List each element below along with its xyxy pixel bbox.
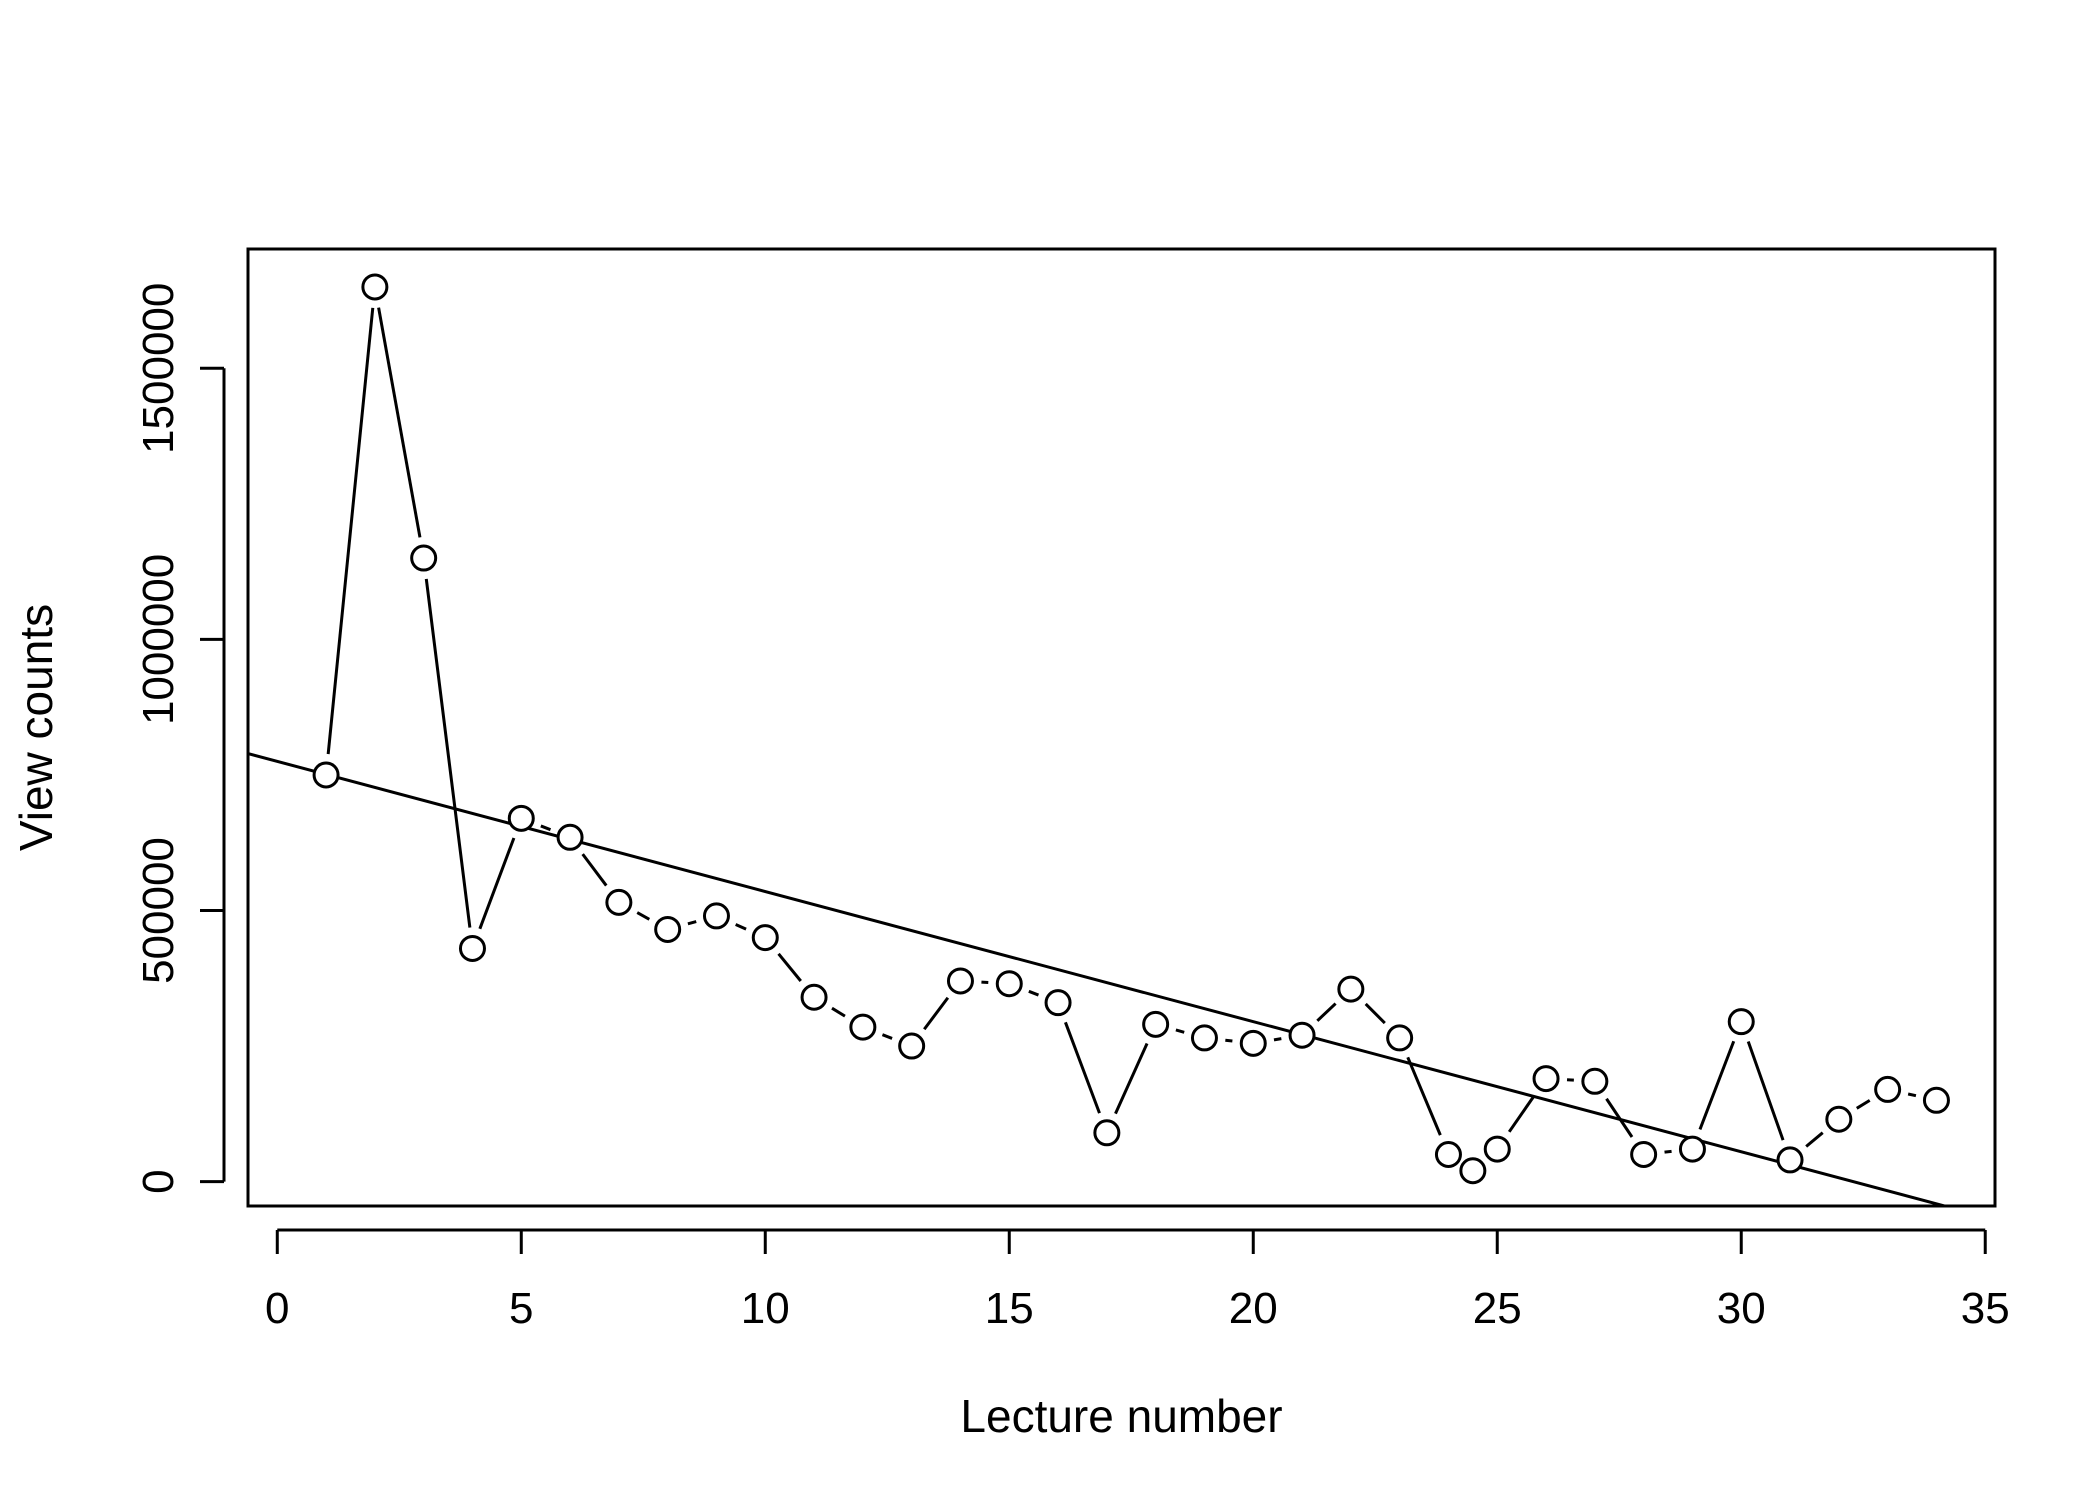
line-segment: [1028, 989, 1040, 997]
data-point: [1093, 1119, 1121, 1147]
line-segment: [636, 911, 651, 921]
data-point: [800, 983, 828, 1011]
data-point: [751, 924, 779, 952]
line-segment: [735, 923, 747, 931]
line-segment: [478, 837, 516, 930]
line-segment: [1664, 1149, 1672, 1154]
line-segment: [581, 853, 608, 887]
data-point: [898, 1032, 926, 1060]
data-point: [458, 934, 486, 962]
data-point: [1727, 1008, 1755, 1036]
y-tick-label: 500000: [134, 837, 183, 984]
line-segment: [1175, 1028, 1185, 1034]
data-point: [1459, 1157, 1487, 1185]
data-point: [1874, 1075, 1902, 1103]
data-point: [1483, 1135, 1511, 1163]
x-axis: 0 5 10 15 20 25 30 35: [265, 1228, 2010, 1333]
data-point: [1190, 1024, 1218, 1052]
data-point: [312, 761, 340, 789]
line-segment: [881, 1033, 893, 1040]
line-segment: [1406, 1056, 1442, 1136]
data-point: [410, 544, 438, 572]
data-point: [702, 902, 730, 930]
x-tick-label: 10: [741, 1284, 790, 1333]
y-axis: 0 500000 1000000 1500000: [134, 283, 226, 1194]
data-point: [1581, 1067, 1609, 1095]
data-point: [1434, 1140, 1462, 1168]
data-point: [605, 888, 633, 916]
data-point: [556, 823, 584, 851]
regression-line: [248, 752, 1951, 1206]
line-segment: [377, 307, 422, 538]
data-point: [507, 804, 535, 832]
data-point: [1288, 1021, 1316, 1049]
data-point: [1825, 1105, 1853, 1133]
x-tick-label: 0: [265, 1284, 289, 1333]
data-point: [1776, 1146, 1804, 1174]
line-segment: [777, 952, 802, 982]
data-points: [312, 273, 1950, 1185]
line-segment: [1855, 1099, 1871, 1110]
data-point: [1239, 1029, 1267, 1057]
data-point: [1044, 989, 1072, 1017]
x-tick-label: 20: [1229, 1284, 1278, 1333]
line-segment: [1907, 1092, 1917, 1098]
data-point: [849, 1013, 877, 1041]
line-segment: [1605, 1097, 1634, 1138]
plot-frame: [246, 247, 1997, 1208]
x-tick-label: 25: [1473, 1284, 1522, 1333]
line-segment: [1273, 1037, 1282, 1042]
data-point: [1532, 1065, 1560, 1093]
data-point: [654, 915, 682, 943]
line-segment: [424, 578, 472, 928]
data-point: [1922, 1086, 1950, 1114]
y-tick-label: 1000000: [134, 554, 183, 725]
line-segment: [1698, 1040, 1736, 1130]
connecting-lines: [326, 307, 1917, 1154]
data-point: [361, 273, 389, 301]
line-segment: [831, 1006, 846, 1018]
line-segment: [1114, 1042, 1149, 1115]
data-point: [1678, 1135, 1706, 1163]
line-segment: [1064, 1021, 1101, 1114]
line-segment: [1805, 1131, 1824, 1148]
y-axis-label: View counts: [10, 604, 62, 851]
x-tick-label: 15: [985, 1284, 1034, 1333]
regression-layer: [248, 752, 1951, 1206]
data-point: [1142, 1010, 1170, 1038]
data-point: [946, 967, 974, 995]
x-tick-label: 35: [1961, 1284, 2010, 1333]
data-point: [995, 970, 1023, 998]
x-tick-label: 5: [509, 1284, 533, 1333]
line-segment: [1225, 1038, 1233, 1043]
y-tick-label: 1500000: [134, 283, 183, 454]
x-tick-label: 30: [1717, 1284, 1766, 1333]
data-point: [1630, 1140, 1658, 1168]
line-segment: [326, 307, 375, 755]
data-point: [1337, 975, 1365, 1003]
line-segment: [1364, 1002, 1386, 1025]
y-tick-label: 0: [134, 1169, 183, 1193]
line-segment: [1746, 1040, 1785, 1141]
line-segment: [687, 920, 697, 926]
line-segment: [923, 996, 950, 1031]
line-segment: [1507, 1094, 1536, 1133]
line-segment: [1316, 1002, 1337, 1022]
x-axis-label: Lecture number: [960, 1390, 1282, 1442]
data-point: [1386, 1024, 1414, 1052]
line-segment: [540, 824, 552, 832]
